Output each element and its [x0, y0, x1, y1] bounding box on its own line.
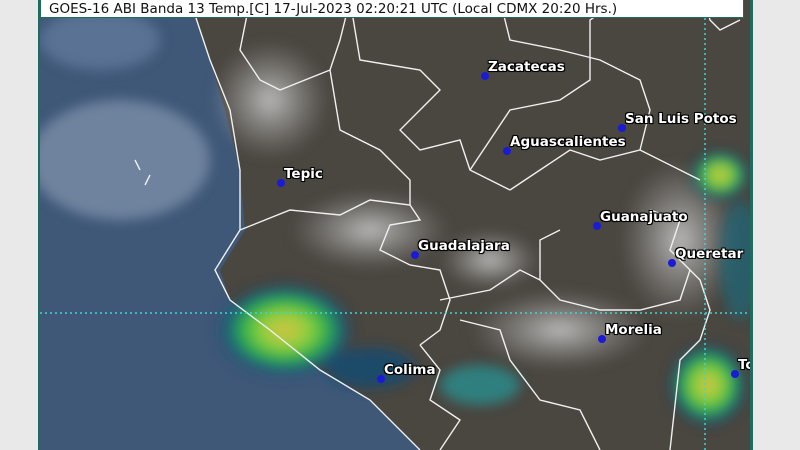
city-marker-icon [598, 335, 606, 343]
storm-cells [215, 150, 750, 427]
city-marker-icon [277, 179, 285, 187]
city-label: Guanajuato [600, 209, 688, 225]
city-label: Tepic [284, 166, 323, 182]
city-label: Guadalajara [418, 238, 510, 254]
city-marker-icon [618, 124, 626, 132]
city-label: San Luis Potos [625, 111, 737, 127]
city-marker-icon [411, 251, 419, 259]
image-title: GOES-16 ABI Banda 13 Temp.[C] 17-Jul-202… [40, 0, 744, 18]
city-label: To [738, 357, 750, 373]
grid-lines [40, 18, 750, 450]
city-label: Colima [384, 362, 436, 378]
city-marker-icon [668, 259, 676, 267]
city-marker-icon [481, 72, 489, 80]
city-label: Zacatecas [488, 59, 565, 75]
city-marker-icon [503, 147, 511, 155]
city-label: Morelia [605, 322, 662, 338]
state-borders [134, 0, 741, 450]
city-label: Aguascalientes [510, 134, 626, 150]
city-marker-icon [593, 222, 601, 230]
city-label: Queretar [675, 246, 744, 262]
city-marker-icon [377, 375, 385, 383]
satellite-map: Zacatecas San Luis Potos Aguascalientes … [38, 0, 753, 450]
satellite-imagery [40, 0, 750, 450]
city-marker-icon [731, 370, 739, 378]
